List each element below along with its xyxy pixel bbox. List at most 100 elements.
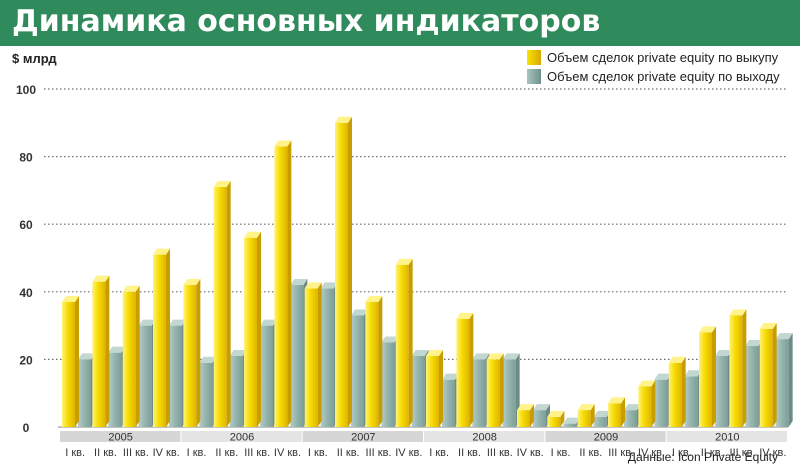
x-quarter-label: I кв.: [308, 447, 328, 459]
bar-buyout-side: [257, 231, 261, 427]
year-band: [181, 431, 302, 442]
x-quarter-label: II кв.: [215, 447, 238, 459]
x-year-label: 2007: [351, 432, 375, 444]
bar-buyout-top: [699, 326, 716, 333]
bar-buyout-side: [378, 295, 383, 427]
bar-buyout-top: [395, 258, 413, 265]
bar-exit-top: [472, 353, 490, 360]
bar-exit-front: [78, 359, 91, 427]
bar-exit-front: [320, 288, 334, 427]
x-quarter-label: IV кв.: [395, 447, 422, 459]
y-axis-unit-label: $ млрд: [12, 51, 57, 66]
y-tick-label: 20: [19, 353, 33, 367]
bar-buyout-front: [759, 328, 773, 427]
bar-buyout-front: [638, 386, 652, 427]
bar-buyout-front: [729, 315, 743, 427]
bar-exit-side: [788, 333, 793, 427]
bar-exit-top: [78, 353, 95, 360]
bar-buyout-top: [456, 312, 474, 319]
bar-buyout-top: [335, 116, 352, 123]
x-year-label: 2008: [472, 432, 496, 444]
x-quarter-label: IV кв.: [517, 447, 544, 459]
bar-buyout-side: [408, 258, 413, 427]
x-quarter-label: I кв.: [65, 447, 85, 459]
bar-exit-front: [472, 359, 486, 427]
bar-buyout-front: [699, 332, 712, 427]
bar-buyout-side: [196, 279, 201, 427]
bar-exit-front: [715, 356, 728, 427]
bar-buyout-front: [244, 237, 257, 427]
bar-exit-top: [320, 282, 338, 289]
y-tick-label: 40: [19, 286, 33, 300]
bar-exit-front: [442, 379, 455, 427]
bar-buyout-side: [590, 404, 595, 427]
bar-exit-top: [593, 410, 611, 417]
bar-exit-front: [290, 285, 304, 427]
bar-buyout-side: [681, 356, 686, 427]
bar-buyout-top: [213, 181, 231, 188]
bar-exit-front: [169, 325, 182, 427]
bar-buyout: [608, 397, 625, 427]
bar-buyout-top: [153, 248, 170, 255]
bar-buyout-front: [577, 410, 591, 427]
bar-buyout-side: [317, 282, 322, 427]
bar-exit-top: [745, 339, 763, 346]
bar-buyout-top: [486, 353, 504, 360]
bar-buyout-top: [62, 295, 79, 302]
bar-buyout: [517, 404, 534, 427]
x-quarter-label: III кв.: [123, 447, 149, 459]
x-quarter-label: II кв.: [337, 447, 360, 459]
x-quarter-label: III кв.: [487, 447, 513, 459]
x-quarter-label: I кв.: [187, 447, 207, 459]
x-quarter-label: IV кв.: [759, 447, 786, 459]
bar-buyout-top: [244, 231, 261, 238]
bar-exit: [533, 404, 550, 427]
bar-buyout-front: [122, 291, 136, 427]
bar-exit-top: [502, 353, 520, 360]
bar-buyout-front: [486, 359, 500, 427]
x-quarter-label: IV кв.: [153, 447, 180, 459]
bar-buyout: [426, 350, 443, 427]
x-quarter-label: II кв.: [701, 447, 724, 459]
bar-exit-top: [351, 309, 368, 316]
bar-exit-top: [563, 417, 581, 424]
bar-exit-top: [684, 370, 702, 377]
x-quarter-label: IV кв.: [274, 447, 301, 459]
bar-buyout-top: [608, 397, 625, 404]
bar-buyout: [759, 322, 777, 427]
bar-buyout-front: [153, 254, 166, 427]
bar-buyout-top: [122, 285, 140, 292]
x-quarter-label: III кв.: [730, 447, 756, 459]
bar-exit-top: [138, 319, 156, 326]
bar-buyout-top: [426, 350, 443, 357]
x-quarter-label: II кв.: [94, 447, 117, 459]
y-tick-label: 0: [23, 421, 30, 435]
x-year-label: 2009: [594, 432, 618, 444]
bar-exit-top: [169, 319, 186, 326]
chart-title: Динамика основных индикаторов: [12, 4, 601, 39]
bar-exit-top: [260, 319, 277, 326]
bar-buyout: [456, 312, 474, 427]
x-year-label: 2010: [715, 432, 739, 444]
bar-exit-top: [654, 373, 672, 380]
bar-buyout-side: [772, 322, 777, 427]
bar-buyout-top: [183, 279, 201, 286]
legend-swatch-exit: [527, 69, 541, 84]
legend-label-exit: Объем сделок private equity по выходу: [547, 69, 780, 84]
bar-exit-top: [442, 373, 459, 380]
bar-buyout-side: [499, 353, 504, 427]
bar-buyout-front: [304, 288, 318, 427]
bar-buyout: [395, 258, 413, 427]
bar-buyout: [92, 275, 110, 427]
bar-exit-front: [654, 379, 668, 427]
year-band: [424, 431, 545, 442]
bar-buyout: [547, 410, 565, 427]
bar-layer: [62, 116, 793, 428]
bar-buyout-side: [287, 140, 292, 427]
bar-buyout: [577, 404, 595, 427]
bar-buyout-top: [365, 295, 383, 302]
bar-buyout-front: [335, 122, 348, 428]
bar-buyout-top: [304, 282, 322, 289]
bar-buyout-side: [75, 295, 79, 427]
